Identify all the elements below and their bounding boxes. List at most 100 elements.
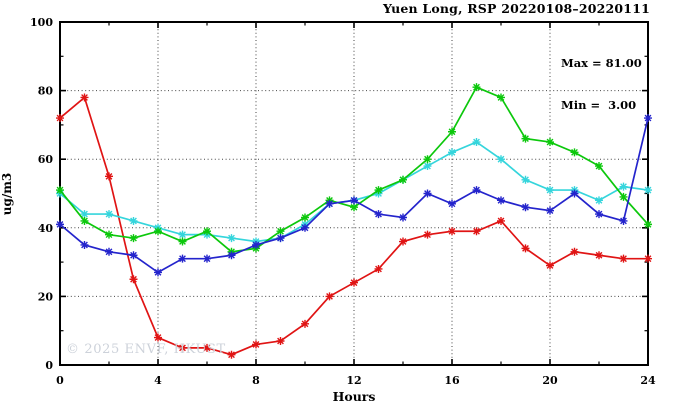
series-red-marker (276, 336, 285, 345)
x-tick-label: 16 (444, 374, 460, 387)
series-red-marker (497, 216, 505, 225)
series-blue-marker (129, 251, 138, 260)
series-cyan-marker (80, 210, 89, 219)
series-red-marker (178, 343, 187, 352)
series-red-marker (252, 340, 260, 349)
series-blue-marker (350, 196, 358, 205)
series-blue-marker (546, 206, 554, 215)
x-tick-label: 12 (346, 374, 361, 387)
series-red-marker (350, 278, 358, 287)
x-tick-label: 24 (640, 374, 656, 387)
series-green-marker (423, 155, 432, 164)
series-red-marker (399, 237, 407, 246)
series-cyan-marker (619, 182, 628, 191)
series-blue-marker (154, 268, 162, 277)
y-tick-label: 0 (45, 359, 53, 372)
series-cyan-marker (644, 186, 652, 195)
x-tick-label: 0 (56, 374, 64, 387)
series-blue-marker (423, 189, 432, 198)
series-red-line (59, 95, 648, 356)
series-blue-marker (227, 251, 236, 260)
series-green-marker (350, 203, 358, 212)
series-green-marker (399, 175, 407, 184)
series-green-marker (644, 220, 652, 229)
watermark: © 2025 ENVF, HKUST (66, 342, 226, 357)
series-red-marker (448, 227, 456, 236)
x-axis-label: Hours (332, 389, 376, 404)
series-blue-marker (252, 240, 260, 249)
series-green-marker (56, 186, 64, 195)
series-red-marker (374, 264, 383, 273)
series-green-marker (203, 227, 211, 236)
series-cyan-marker (423, 162, 432, 171)
series-blue-marker (448, 199, 456, 208)
series-cyan-marker (129, 216, 138, 225)
series-red-marker (105, 172, 113, 181)
series-red-marker (154, 333, 162, 342)
series-red-marker (203, 343, 211, 352)
series-green-marker (546, 138, 554, 147)
series-red-marker (521, 244, 530, 253)
y-tick-label: 60 (38, 153, 54, 166)
series-blue-marker (203, 254, 211, 263)
stats-annotation: Max = 81.00 Min = 3.00 (561, 28, 642, 140)
series-green-marker (619, 192, 628, 201)
y-tick-label: 80 (38, 85, 54, 98)
series-green-marker (472, 83, 481, 92)
series-blue-marker (276, 234, 285, 243)
series-blue-marker (595, 210, 603, 219)
series-blue-marker (178, 254, 187, 263)
series-green-line (59, 86, 649, 253)
series-blue-marker (497, 196, 505, 205)
series-cyan-marker (472, 138, 481, 147)
series-blue-marker (644, 114, 652, 123)
series-red-marker (423, 230, 432, 239)
series-blue-marker (472, 186, 481, 195)
series-green-marker (448, 127, 456, 136)
series-cyan-marker (521, 175, 530, 184)
series-green-marker (521, 134, 530, 143)
series-red-marker (546, 261, 554, 270)
y-tick-label: 20 (38, 290, 54, 303)
series-cyan-marker (546, 186, 554, 195)
series-green-marker (80, 216, 89, 225)
series-red-marker (301, 319, 309, 328)
chart-title: Yuen Long, RSP 20220108–20220111 (383, 1, 650, 16)
series-red-marker (227, 350, 236, 359)
series-green-marker (374, 186, 383, 195)
series-red-marker (619, 254, 628, 263)
series-green-marker (129, 234, 138, 243)
series-green-marker (154, 227, 162, 236)
series-green-marker (570, 148, 579, 157)
series-red-marker (80, 93, 89, 102)
series-green-marker (497, 93, 505, 102)
series-blue-marker (374, 210, 383, 219)
series-green-marker (301, 213, 309, 222)
series-blue-marker (56, 220, 64, 229)
series-blue-marker (301, 223, 309, 232)
x-tick-label: 4 (154, 374, 162, 387)
max-label: Max = 81.00 (561, 56, 642, 70)
y-axis-label: ug/m3 (0, 172, 14, 216)
series-blue-marker (619, 216, 628, 225)
series-cyan-marker (448, 148, 456, 157)
series-blue-marker (521, 203, 530, 212)
series-cyan-marker (595, 196, 603, 205)
y-tick-label: 40 (38, 222, 54, 235)
series-green-marker (105, 230, 113, 239)
series-blue-marker (105, 247, 113, 256)
series-red-marker (56, 114, 64, 123)
series-blue-marker (570, 189, 579, 198)
x-tick-label: 8 (252, 374, 260, 387)
series-cyan-marker (178, 230, 187, 239)
series-blue-marker (399, 213, 407, 222)
series-blue-marker (80, 240, 89, 249)
series-blue-marker (325, 199, 334, 208)
series-green-marker (178, 237, 187, 246)
series-cyan-marker (227, 234, 236, 243)
series-cyan-marker (105, 210, 113, 219)
min-label: Min = 3.00 (561, 98, 637, 112)
series-red-marker (129, 275, 138, 284)
